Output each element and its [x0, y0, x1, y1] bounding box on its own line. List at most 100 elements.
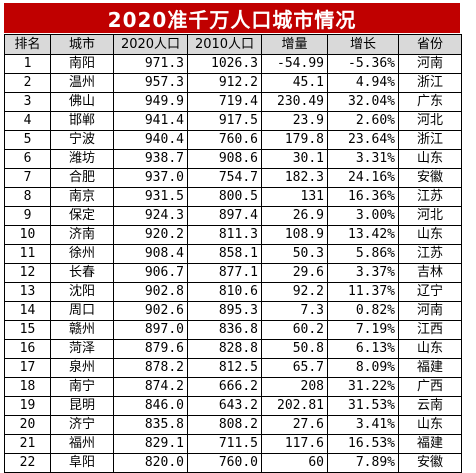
rank-cell[interactable]: 9	[4, 206, 51, 226]
city-cell[interactable]: 周口	[50, 301, 114, 321]
province-cell[interactable]: 福建	[398, 434, 462, 454]
city-cell[interactable]: 徐州	[50, 244, 114, 264]
pop-2020-cell[interactable]: 957.3	[113, 73, 188, 93]
city-cell[interactable]: 合肥	[50, 168, 114, 188]
pop-2010-cell[interactable]: 858.1	[187, 244, 262, 264]
increment-cell[interactable]: 26.9	[261, 206, 328, 226]
city-cell[interactable]: 长春	[50, 263, 114, 283]
province-cell[interactable]: 广西	[398, 377, 462, 397]
growth-cell[interactable]: 6.13%	[327, 339, 399, 359]
rank-cell[interactable]: 14	[4, 301, 51, 321]
growth-cell[interactable]: 2.60%	[327, 111, 399, 131]
pop-2010-cell[interactable]: 760.0	[187, 453, 262, 473]
increment-cell[interactable]: 30.1	[261, 149, 328, 169]
rank-cell[interactable]: 5	[4, 130, 51, 150]
pop-2020-cell[interactable]: 940.4	[113, 130, 188, 150]
province-cell[interactable]: 江苏	[398, 244, 462, 264]
pop-2020-cell[interactable]: 971.3	[113, 54, 188, 74]
growth-cell[interactable]: 23.64%	[327, 130, 399, 150]
province-cell[interactable]: 江苏	[398, 187, 462, 207]
pop-2020-cell[interactable]: 920.2	[113, 225, 188, 245]
pop-2010-cell[interactable]: 828.8	[187, 339, 262, 359]
rank-cell[interactable]: 4	[4, 111, 51, 131]
province-cell[interactable]: 广东	[398, 92, 462, 112]
province-cell[interactable]: 山东	[398, 149, 462, 169]
rank-cell[interactable]: 21	[4, 434, 51, 454]
province-cell[interactable]: 江西	[398, 320, 462, 340]
pop-2010-cell[interactable]: 810.6	[187, 282, 262, 302]
pop-2020-cell[interactable]: 878.2	[113, 358, 188, 378]
pop-2020-cell[interactable]: 949.9	[113, 92, 188, 112]
header-pop-2020[interactable]: 2020人口	[113, 34, 188, 55]
province-cell[interactable]: 浙江	[398, 130, 462, 150]
growth-cell[interactable]: 11.37%	[327, 282, 399, 302]
city-cell[interactable]: 济南	[50, 225, 114, 245]
increment-cell[interactable]: 230.49	[261, 92, 328, 112]
pop-2010-cell[interactable]: 760.6	[187, 130, 262, 150]
header-province[interactable]: 省份	[398, 34, 462, 55]
growth-cell[interactable]: 3.31%	[327, 149, 399, 169]
city-cell[interactable]: 阜阳	[50, 453, 114, 473]
city-cell[interactable]: 沈阳	[50, 282, 114, 302]
province-cell[interactable]: 河南	[398, 54, 462, 74]
increment-cell[interactable]: 27.6	[261, 415, 328, 435]
city-cell[interactable]: 保定	[50, 206, 114, 226]
city-cell[interactable]: 福州	[50, 434, 114, 454]
growth-cell[interactable]: 8.09%	[327, 358, 399, 378]
province-cell[interactable]: 安徽	[398, 453, 462, 473]
header-growth[interactable]: 增长	[327, 34, 399, 55]
pop-2020-cell[interactable]: 931.5	[113, 187, 188, 207]
pop-2020-cell[interactable]: 835.8	[113, 415, 188, 435]
growth-cell[interactable]: 7.89%	[327, 453, 399, 473]
increment-cell[interactable]: 131	[261, 187, 328, 207]
rank-cell[interactable]: 10	[4, 225, 51, 245]
rank-cell[interactable]: 20	[4, 415, 51, 435]
header-increment[interactable]: 增量	[261, 34, 328, 55]
increment-cell[interactable]: 45.1	[261, 73, 328, 93]
province-cell[interactable]: 河南	[398, 301, 462, 321]
growth-cell[interactable]: 3.00%	[327, 206, 399, 226]
rank-cell[interactable]: 1	[4, 54, 51, 74]
province-cell[interactable]: 山东	[398, 339, 462, 359]
rank-cell[interactable]: 22	[4, 453, 51, 473]
growth-cell[interactable]: 16.36%	[327, 187, 399, 207]
pop-2010-cell[interactable]: 908.6	[187, 149, 262, 169]
growth-cell[interactable]: 3.37%	[327, 263, 399, 283]
pop-2010-cell[interactable]: 917.5	[187, 111, 262, 131]
province-cell[interactable]: 福建	[398, 358, 462, 378]
city-cell[interactable]: 泉州	[50, 358, 114, 378]
growth-cell[interactable]: 32.04%	[327, 92, 399, 112]
rank-cell[interactable]: 19	[4, 396, 51, 416]
city-cell[interactable]: 宁波	[50, 130, 114, 150]
province-cell[interactable]: 吉林	[398, 263, 462, 283]
pop-2020-cell[interactable]: 938.7	[113, 149, 188, 169]
increment-cell[interactable]: 117.6	[261, 434, 328, 454]
rank-cell[interactable]: 12	[4, 263, 51, 283]
rank-cell[interactable]: 6	[4, 149, 51, 169]
pop-2020-cell[interactable]: 897.0	[113, 320, 188, 340]
growth-cell[interactable]: 7.19%	[327, 320, 399, 340]
rank-cell[interactable]: 11	[4, 244, 51, 264]
city-cell[interactable]: 潍坊	[50, 149, 114, 169]
rank-cell[interactable]: 2	[4, 73, 51, 93]
city-cell[interactable]: 昆明	[50, 396, 114, 416]
increment-cell[interactable]: 29.6	[261, 263, 328, 283]
header-city[interactable]: 城市	[50, 34, 114, 55]
growth-cell[interactable]: 24.16%	[327, 168, 399, 188]
pop-2020-cell[interactable]: 937.0	[113, 168, 188, 188]
increment-cell[interactable]: -54.99	[261, 54, 328, 74]
city-cell[interactable]: 邯郸	[50, 111, 114, 131]
pop-2010-cell[interactable]: 1026.3	[187, 54, 262, 74]
pop-2020-cell[interactable]: 829.1	[113, 434, 188, 454]
growth-cell[interactable]: 31.22%	[327, 377, 399, 397]
province-cell[interactable]: 云南	[398, 396, 462, 416]
rank-cell[interactable]: 3	[4, 92, 51, 112]
growth-cell[interactable]: 13.42%	[327, 225, 399, 245]
city-cell[interactable]: 南宁	[50, 377, 114, 397]
growth-cell[interactable]: 4.94%	[327, 73, 399, 93]
increment-cell[interactable]: 202.81	[261, 396, 328, 416]
pop-2010-cell[interactable]: 643.2	[187, 396, 262, 416]
province-cell[interactable]: 浙江	[398, 73, 462, 93]
pop-2010-cell[interactable]: 812.5	[187, 358, 262, 378]
increment-cell[interactable]: 208	[261, 377, 328, 397]
